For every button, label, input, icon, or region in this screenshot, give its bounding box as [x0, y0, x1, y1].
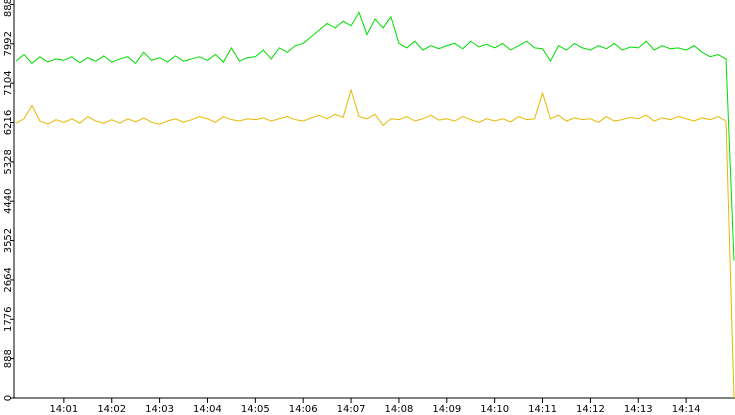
x-tick-label: 14:10 [480, 404, 509, 415]
x-tick-label: 14:13 [624, 404, 653, 415]
x-tick-label: 14:03 [145, 404, 174, 415]
y-tick-label: 3552 [3, 228, 14, 253]
y-tick-label: 7104 [3, 70, 14, 95]
y-tick-label: 2664 [3, 267, 14, 292]
series-line [15, 88, 735, 399]
x-tick-label: 14:11 [528, 404, 557, 415]
series-line [15, 11, 735, 261]
y-tick-label: 4440 [3, 188, 14, 213]
x-tick-label: 14:04 [193, 404, 222, 415]
x-tick-label: 14:01 [49, 404, 78, 415]
x-tick-label: 14:06 [289, 404, 318, 415]
y-tick-label: 888 [3, 349, 14, 368]
y-tick-label: 5328 [3, 149, 14, 174]
y-tick-label: 6216 [3, 110, 14, 135]
y-tick-label: 7992 [3, 31, 14, 56]
x-tick-label: 14:02 [97, 404, 126, 415]
x-tick-label: 14:09 [432, 404, 461, 415]
y-tick-label: 8880 [3, 0, 14, 17]
y-tick-label: 0 [3, 395, 14, 401]
x-tick-label: 14:08 [385, 404, 414, 415]
x-tick-label: 14:07 [337, 404, 366, 415]
x-tick-label: 14:05 [241, 404, 270, 415]
x-tick-label: 14:14 [672, 404, 701, 415]
x-tick-label: 14:12 [576, 404, 605, 415]
y-tick-label: 1776 [3, 307, 14, 332]
